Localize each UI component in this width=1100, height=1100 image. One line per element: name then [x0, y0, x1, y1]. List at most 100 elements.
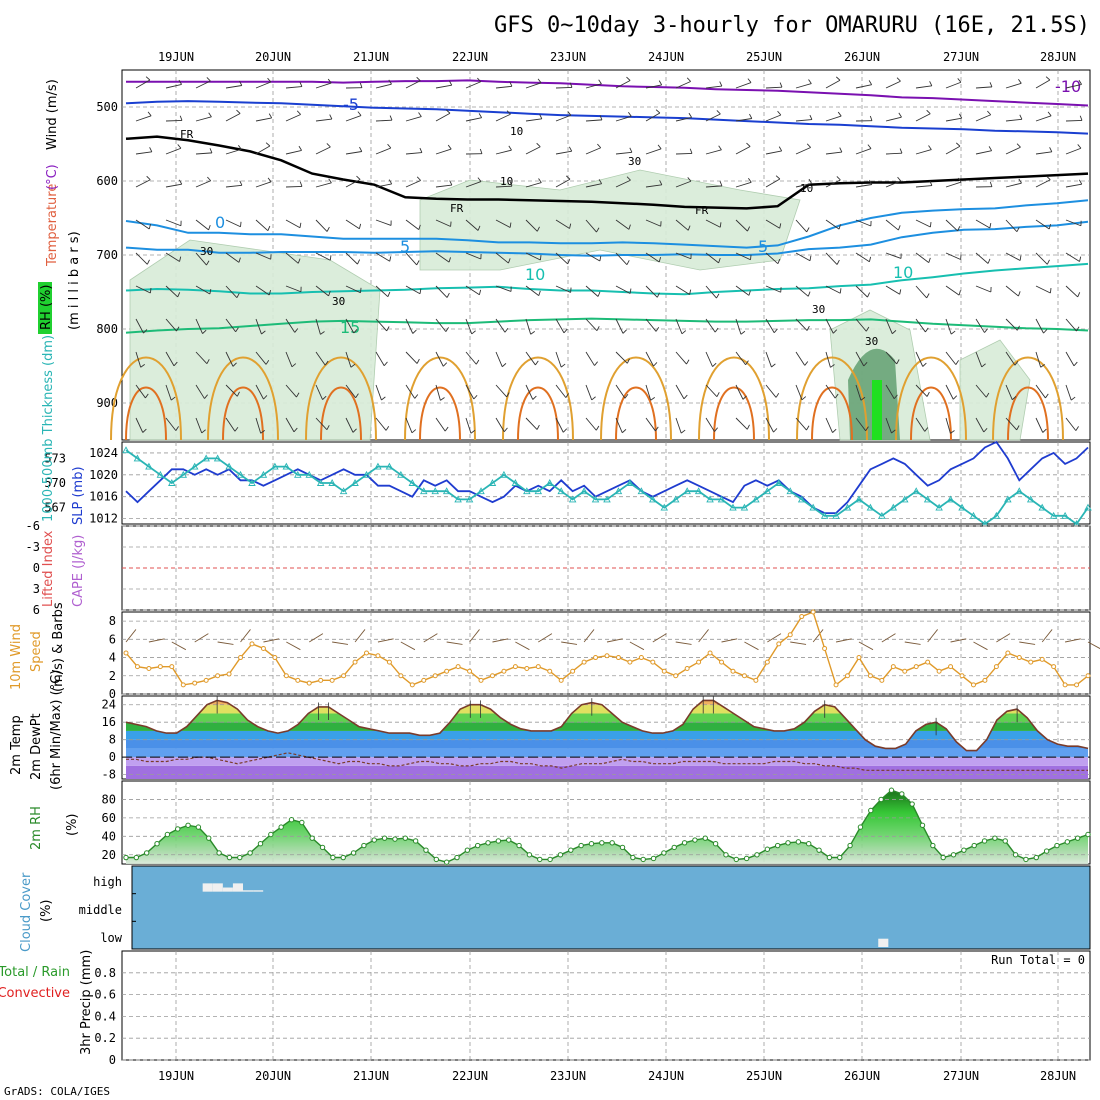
wind-barb-flag: [1048, 224, 1052, 230]
wind-barb: [465, 181, 482, 188]
wind-barb: [1035, 179, 1051, 188]
thickness-marker: [385, 462, 394, 470]
wind10m-point: [913, 664, 919, 670]
wind-barb-flag: [839, 288, 842, 294]
wind10m-barb: [767, 633, 782, 643]
wind10m-point: [799, 614, 805, 620]
wind-barb: [135, 179, 151, 188]
date-label-bottom: 26JUN: [844, 1069, 880, 1083]
wind-barb: [165, 384, 172, 401]
date-label-top: 27JUN: [943, 50, 979, 64]
label-cape: CAPE (J/kg): [71, 535, 86, 607]
isotherm-20-loop: [305, 356, 377, 441]
temp-band: [126, 765, 1088, 779]
wind10m-barb: [263, 638, 280, 643]
wind10m-barb: [652, 633, 667, 643]
wind10m-barb: [148, 638, 165, 643]
wind-barb-flag: [173, 361, 178, 367]
wind10m-point: [524, 665, 530, 671]
run-total-label: Run Total = 0: [991, 953, 1085, 967]
wind-barb: [795, 318, 808, 331]
wind-barb-flag: [626, 260, 630, 265]
wind10m-barb: [675, 641, 692, 645]
wind-barb-flag: [357, 111, 362, 116]
thickness-marker: [179, 470, 188, 478]
wind-barb-flag: [746, 424, 750, 430]
temp-tick-label: -8: [102, 768, 116, 782]
wind-barb: [1005, 82, 1022, 89]
wind-barb-flag: [297, 258, 301, 264]
wind10m-point: [776, 641, 782, 647]
cloud-cover-bar: [202, 883, 213, 892]
rh2m-point: [888, 787, 895, 793]
wind-barb-flag: [896, 77, 901, 82]
wind-barb: [1035, 151, 1052, 155]
wind-barb: [495, 417, 505, 432]
wind-barb-flag: [388, 79, 392, 85]
wind10m-point: [398, 673, 404, 679]
rh-contour-label: 30: [332, 295, 345, 308]
wind10m-point: [993, 664, 999, 670]
wind-barb-flag: [987, 110, 992, 116]
wind-barb: [765, 285, 781, 293]
thickness-marker: [694, 487, 703, 495]
wind-barb-flag: [563, 328, 568, 334]
thickness-marker: [992, 511, 1001, 519]
wind-barb-flag: [445, 327, 449, 332]
wind-barb: [555, 178, 571, 188]
wind-barb: [495, 185, 513, 188]
wind-barb-flag: [659, 180, 663, 185]
rh2m-point: [257, 841, 264, 847]
wind-barb: [675, 252, 692, 260]
wind-barb-flag: [896, 359, 900, 365]
precip-tick-label: 0.2: [94, 1031, 116, 1045]
wind-barb: [525, 182, 542, 188]
wind-barb: [795, 83, 812, 89]
wind-tick-label: 8: [109, 614, 116, 628]
thickness-marker: [202, 454, 210, 462]
wind10m-point: [272, 655, 278, 661]
rh2m-point: [609, 840, 615, 846]
wind10m-point: [822, 645, 828, 651]
wind-barb: [255, 285, 270, 296]
lifted-index-panel: -6 -3 0 3 6: [26, 519, 1091, 617]
wind-barb-flag: [148, 224, 152, 230]
wind-barb-flag: [419, 288, 422, 294]
wind-barb-flag: [201, 429, 206, 434]
rh2m-point: [526, 852, 533, 858]
wind-barb-flag: [867, 292, 871, 298]
wind-barb-flag: [989, 82, 993, 88]
wind10m-barb: [973, 641, 988, 651]
wind-barb: [375, 351, 385, 366]
thickness-marker: [1004, 495, 1012, 503]
wind-barb: [825, 285, 841, 294]
label-lifted-index: Lifted Index: [41, 530, 56, 607]
wind10m-barb: [1041, 629, 1053, 643]
wind-barb: [735, 252, 751, 261]
wind-barb-flag: [1016, 425, 1020, 431]
thickness-marker: [958, 503, 966, 511]
wind-barb-flag: [176, 326, 180, 332]
label-3hr-precip: 3hr Precip (mm): [79, 950, 94, 1055]
wind-barb-flag: [267, 77, 272, 83]
thickness-marker: [477, 487, 485, 495]
cloud-cover-bar: [878, 938, 889, 947]
wind10m-barb: [835, 638, 852, 643]
wind-barb-flag: [539, 114, 543, 119]
thickness-marker: [969, 511, 978, 519]
wind-barb-flag: [929, 221, 932, 228]
rh2m-point: [826, 854, 833, 861]
wind-barb: [495, 219, 511, 228]
wind-barb-flag: [359, 82, 363, 88]
precip-labels: Total / Rain Convective 3hr Precip (mm) …: [0, 950, 1085, 1055]
rh2m-point: [361, 842, 367, 849]
wind-barb: [1005, 285, 1019, 297]
wind10m-point: [558, 677, 564, 683]
date-label-top: 26JUN: [844, 50, 880, 64]
wind-barb: [525, 82, 542, 89]
wind-barb-flag: [142, 428, 147, 433]
wind-barb: [465, 285, 480, 296]
wind-barb-flag: [440, 397, 445, 401]
rh2m-point: [774, 842, 781, 849]
wind-barb-flag: [950, 430, 955, 434]
